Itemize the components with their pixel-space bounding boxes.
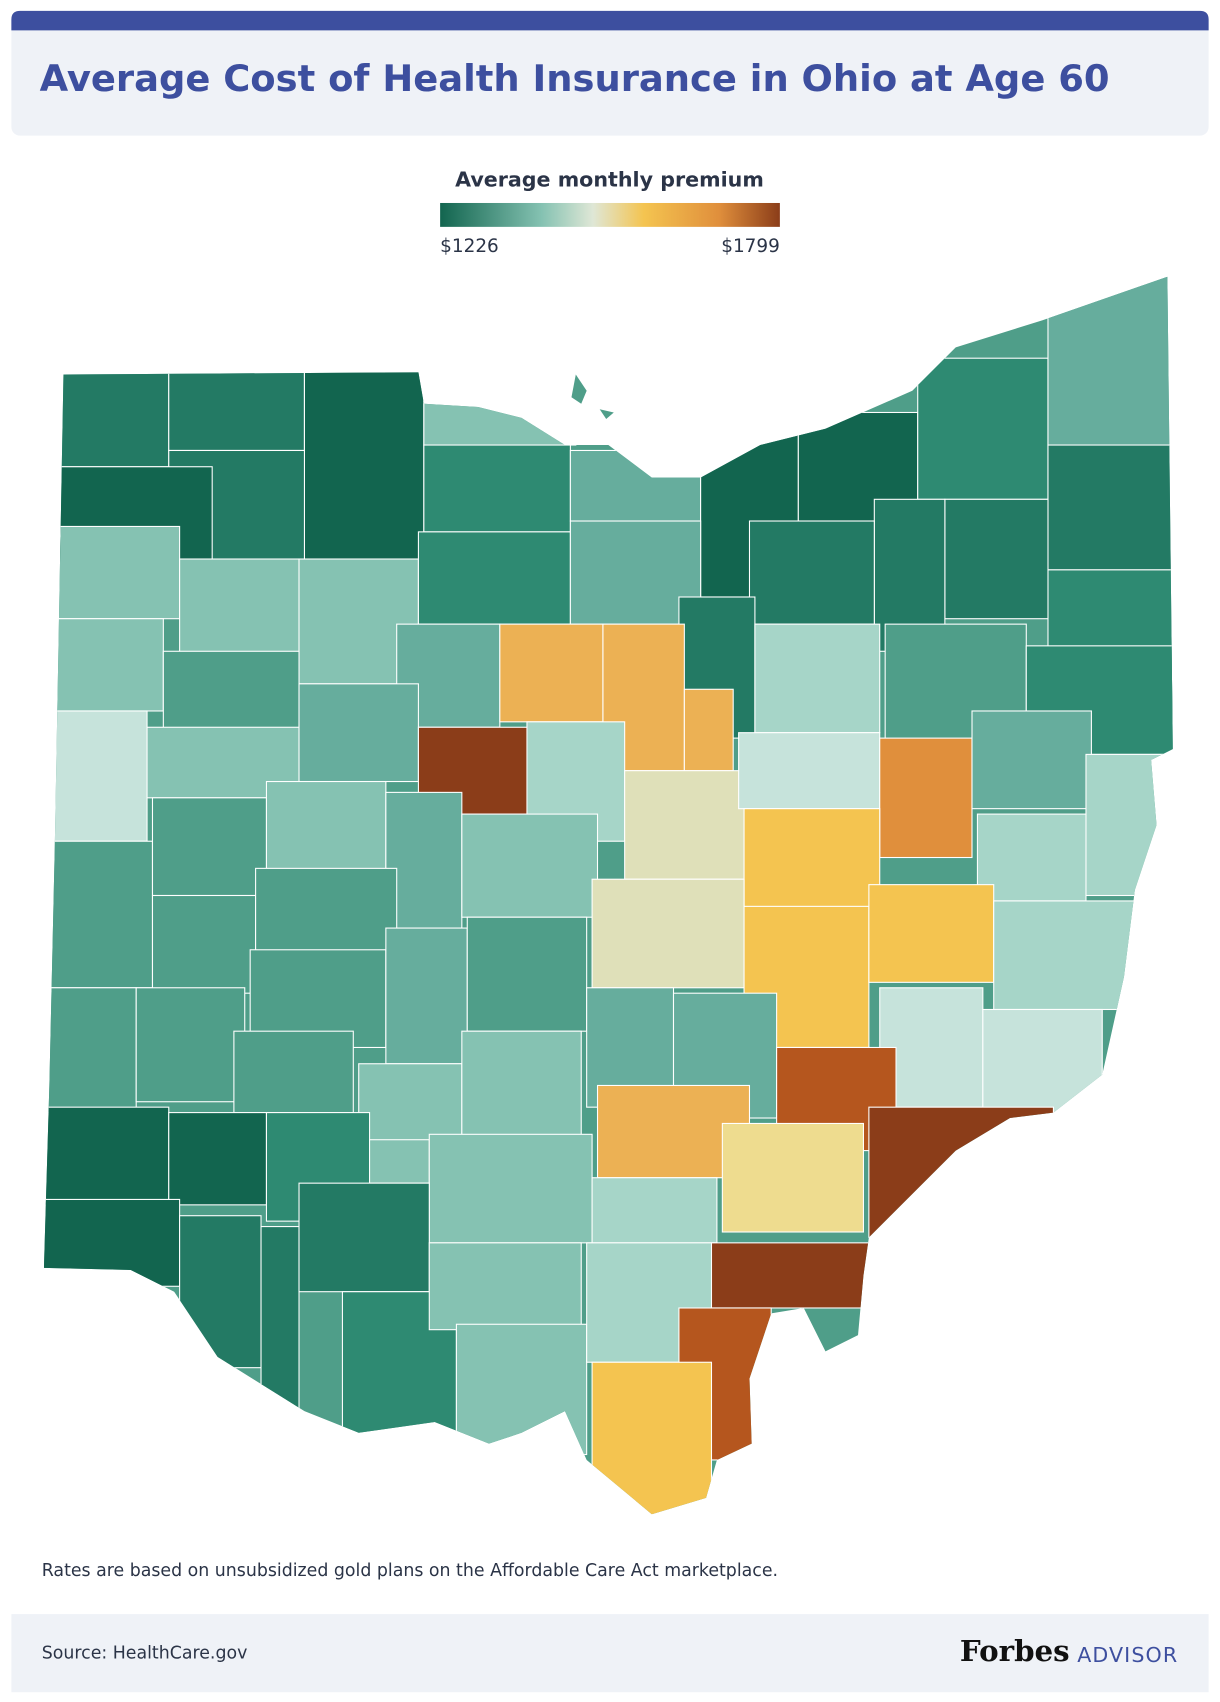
title: Average Cost of Health Insurance in Ohio… xyxy=(40,57,1110,100)
county xyxy=(265,780,387,886)
county xyxy=(624,770,745,880)
county xyxy=(743,808,881,913)
footnote: Rates are based on unsubsidized gold pla… xyxy=(42,1561,778,1581)
county xyxy=(683,688,734,772)
county xyxy=(168,1112,267,1206)
brand-sub: ADVISOR xyxy=(1077,1643,1178,1667)
county xyxy=(179,1215,262,1369)
county xyxy=(43,618,164,712)
county xyxy=(754,623,881,734)
county xyxy=(455,1323,588,1456)
legend-max: $1799 xyxy=(721,236,780,257)
county xyxy=(569,449,702,522)
source: Source: HealthCare.gov xyxy=(42,1644,248,1664)
county xyxy=(971,710,1092,810)
county xyxy=(993,900,1136,1011)
county xyxy=(43,710,148,842)
county xyxy=(303,368,425,565)
county xyxy=(385,791,463,929)
county xyxy=(428,1133,593,1244)
county xyxy=(151,894,257,994)
county xyxy=(385,927,468,1065)
ohio-map xyxy=(43,276,1173,1515)
county xyxy=(233,1030,354,1114)
county xyxy=(466,916,588,1032)
county xyxy=(168,368,305,452)
county xyxy=(43,368,170,468)
county xyxy=(43,840,154,989)
legend-gradient xyxy=(440,202,780,227)
county xyxy=(591,1361,713,1515)
county xyxy=(298,1182,430,1293)
county xyxy=(369,1139,430,1184)
county xyxy=(710,1242,870,1309)
county xyxy=(43,987,137,1114)
county xyxy=(944,498,1049,620)
county xyxy=(917,357,1049,500)
county xyxy=(135,987,246,1103)
county xyxy=(738,732,881,810)
legend-min: $1226 xyxy=(440,236,499,257)
brand-logo: Forbes xyxy=(960,1633,1070,1668)
county xyxy=(298,683,419,783)
county xyxy=(748,520,875,625)
county xyxy=(591,878,745,989)
county xyxy=(982,1008,1103,1114)
county xyxy=(461,813,599,918)
county xyxy=(151,797,267,897)
county xyxy=(868,884,995,983)
county xyxy=(461,1030,582,1141)
county xyxy=(43,525,181,620)
county xyxy=(1047,276,1173,446)
legend-title: Average monthly premium xyxy=(455,168,764,192)
islands xyxy=(571,374,614,419)
county xyxy=(499,623,604,723)
county xyxy=(417,531,571,625)
county xyxy=(260,1226,300,1434)
footer-box xyxy=(11,1614,1209,1693)
county xyxy=(1085,753,1173,897)
county xyxy=(976,813,1087,902)
county xyxy=(868,1106,1054,1238)
header-box xyxy=(11,10,1209,136)
county xyxy=(423,444,571,533)
county xyxy=(1047,444,1173,571)
county xyxy=(428,1242,582,1331)
county xyxy=(43,1198,181,1287)
header-bar xyxy=(11,10,1209,31)
county xyxy=(721,1122,864,1233)
county xyxy=(423,390,577,446)
county xyxy=(179,558,300,663)
county xyxy=(879,987,984,1108)
county xyxy=(591,1177,718,1244)
county xyxy=(43,1106,170,1206)
county xyxy=(255,867,398,962)
county xyxy=(879,737,973,859)
